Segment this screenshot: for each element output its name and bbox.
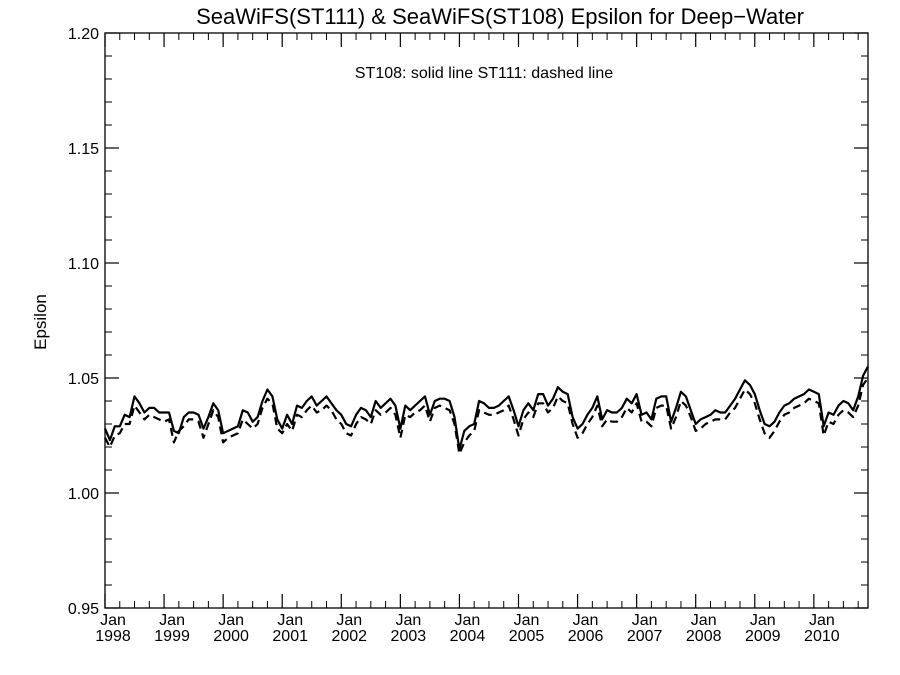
x-tick-year-label: 2006 [568, 628, 604, 645]
y-tick-label: 1.15 [68, 141, 99, 158]
x-tick-month-label: Jan [632, 612, 658, 629]
x-tick-year-label: 2007 [627, 628, 663, 645]
x-tick-month-label: Jan [159, 612, 185, 629]
axis-ticks: 0.951.001.051.101.151.20Jan1998Jan1999Ja… [68, 26, 868, 645]
series-dashed-line [104, 377, 869, 455]
y-tick-label: 1.05 [68, 371, 99, 388]
x-tick-year-label: 2000 [213, 628, 249, 645]
x-tick-month-label: Jan [750, 612, 776, 629]
y-tick-label: 1.20 [68, 26, 99, 43]
plot-frame [104, 32, 869, 609]
x-tick-month-label: Jan [691, 612, 717, 629]
x-tick-month-label: Jan [277, 612, 303, 629]
y-tick-label: 1.00 [68, 486, 99, 503]
y-axis-label: Epsilon [31, 294, 50, 350]
x-tick-year-label: 2010 [804, 628, 840, 645]
x-tick-month-label: Jan [336, 612, 362, 629]
x-tick-year-label: 2008 [686, 628, 722, 645]
x-tick-year-label: 2009 [745, 628, 781, 645]
series-lines [103, 365, 869, 455]
x-tick-year-label: 1998 [95, 628, 131, 645]
series-solid-line [103, 365, 869, 451]
x-tick-month-label: Jan [573, 612, 599, 629]
x-tick-year-label: 2003 [391, 628, 427, 645]
x-tick-month-label: Jan [395, 612, 421, 629]
chart-title: SeaWiFS(ST111) & SeaWiFS(ST108) Epsilon … [196, 4, 804, 29]
x-tick-year-label: 2001 [272, 628, 308, 645]
x-tick-year-label: 2005 [509, 628, 545, 645]
x-tick-year-label: 2004 [450, 628, 486, 645]
x-tick-month-label: Jan [100, 612, 126, 629]
legend-annotation: ST108: solid line ST111: dashed line [355, 65, 613, 82]
y-tick-label: 1.10 [68, 256, 99, 273]
x-tick-year-label: 2002 [331, 628, 367, 645]
y-tick-label: 0.95 [68, 601, 99, 618]
x-tick-month-label: Jan [218, 612, 244, 629]
x-tick-year-label: 1999 [154, 628, 190, 645]
x-tick-month-label: Jan [455, 612, 481, 629]
x-tick-month-label: Jan [514, 612, 540, 629]
x-tick-month-label: Jan [809, 612, 835, 629]
